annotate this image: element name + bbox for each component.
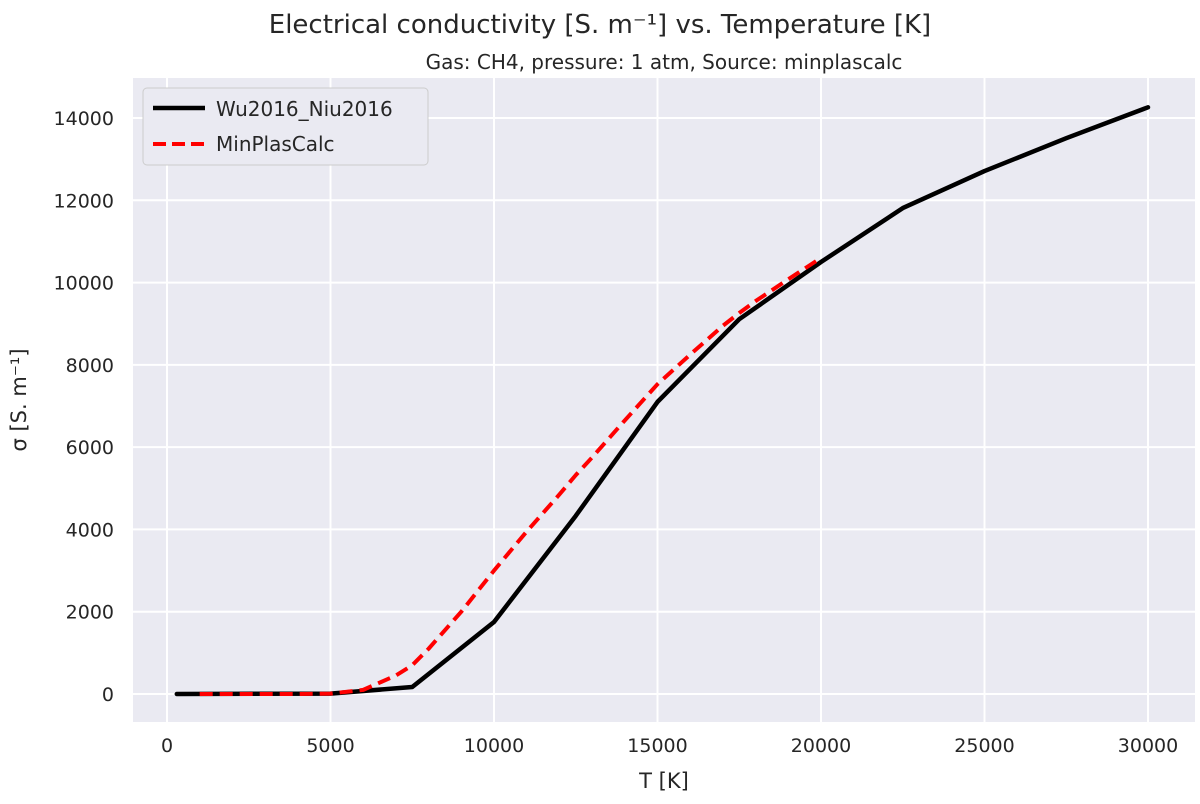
series-line-MinPlasCalc — [199, 256, 823, 696]
series-lines — [174, 105, 1151, 697]
y-tick-label: 6000 — [66, 437, 114, 459]
x-tick-label: 10000 — [464, 735, 524, 757]
chart-title: Electrical conductivity [S. m⁻¹] vs. Tem… — [269, 10, 931, 40]
y-tick-label: 8000 — [66, 355, 114, 377]
grid — [133, 78, 1195, 722]
x-tick-label: 0 — [161, 735, 173, 757]
legend: Wu2016_Niu2016 MinPlasCalc — [142, 87, 429, 166]
y-tick-label: 0 — [102, 684, 114, 706]
x-tick-label: 15000 — [627, 735, 687, 757]
x-tick-label: 5000 — [306, 735, 354, 757]
x-axis-label: T [K] — [638, 769, 689, 793]
legend-label-1: MinPlasCalc — [216, 132, 335, 156]
plot-area — [133, 78, 1195, 722]
tick-labels: 0 5000 10000 15000 20000 25000 30000 0 2000 4000 6… — [54, 108, 1179, 757]
chart-subtitle: Gas: CH4, pressure: 1 atm, Source: minpl… — [426, 50, 903, 74]
y-tick-label: 4000 — [66, 519, 114, 541]
y-tick-label: 2000 — [66, 602, 114, 624]
y-axis-label: σ [S. m⁻¹] — [7, 348, 31, 451]
legend-label-0: Wu2016_Niu2016 — [216, 97, 393, 121]
y-tick-label: 12000 — [54, 190, 114, 212]
x-tick-label: 30000 — [1118, 735, 1178, 757]
x-tick-label: 25000 — [954, 735, 1014, 757]
y-tick-label: 14000 — [54, 108, 114, 130]
legend-box — [142, 87, 429, 166]
series-line-Wu2016_Niu2016 — [174, 105, 1151, 697]
y-tick-label: 10000 — [54, 273, 114, 295]
x-tick-label: 20000 — [791, 735, 851, 757]
